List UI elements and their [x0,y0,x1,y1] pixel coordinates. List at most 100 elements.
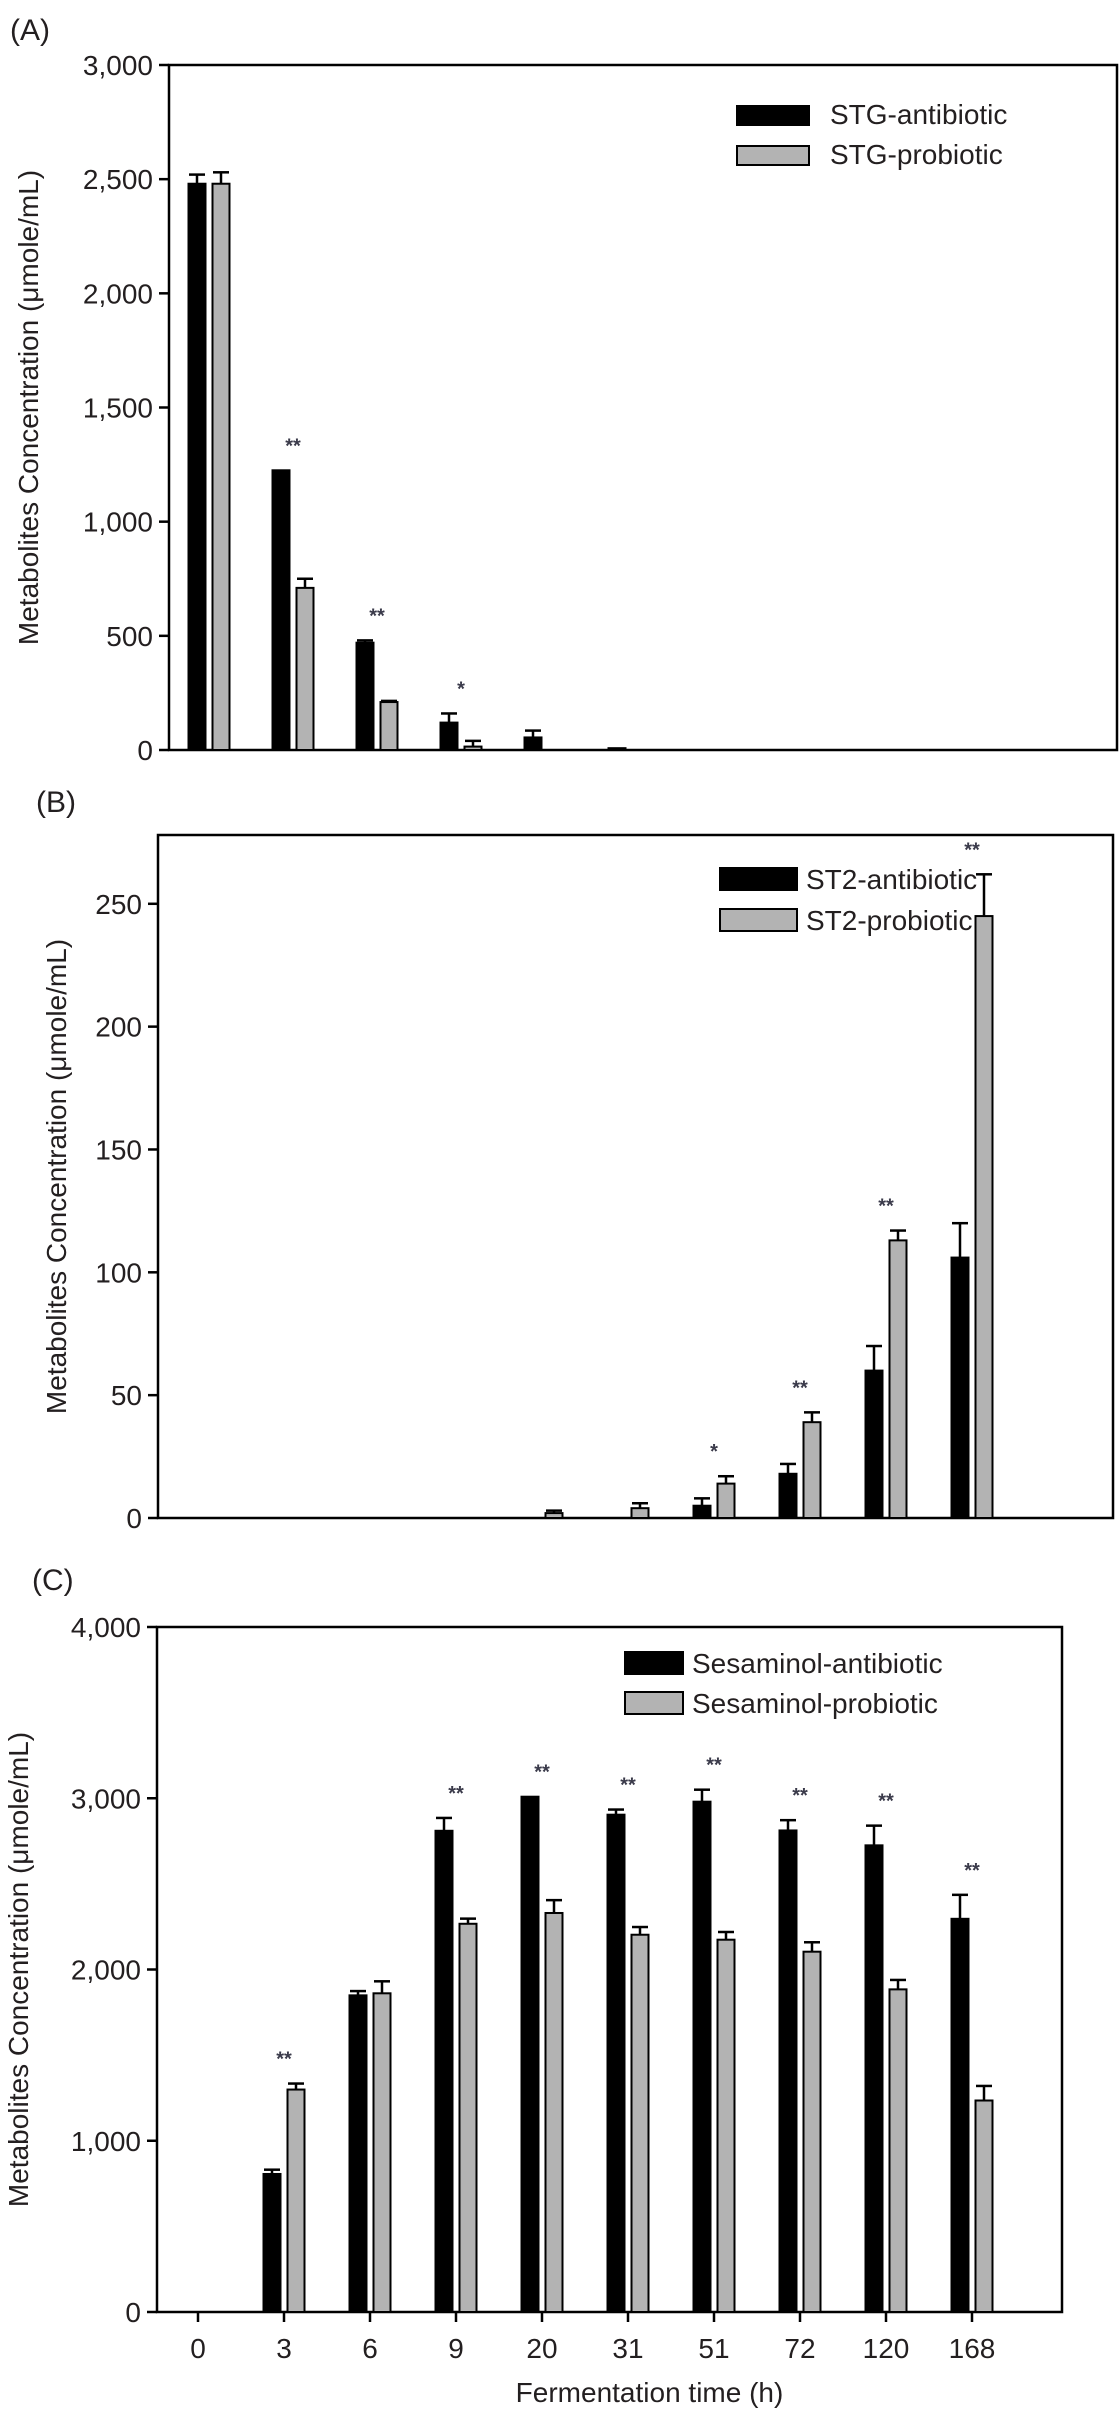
legend-swatch-antibiotic [736,105,810,126]
legend: ST2-antibiotic ST2-probiotic [719,864,977,936]
bar-probiotic [463,745,483,752]
bar-probiotic [888,1239,908,1519]
significance-marker: ** [792,1377,808,1399]
legend-label-probiotic: Sesaminol-probiotic [692,1688,938,1719]
significance-marker: ** [448,1783,464,1805]
significance-marker: ** [964,1860,980,1882]
bar-antibiotic [778,1472,798,1519]
panel-c-chart: (C) 0 1,000 2,000 3,000 4,000 Metabolites Conc… [3,1564,1064,2408]
y-tick-label: 50 [111,1380,142,1411]
significance-marker: ** [620,1775,636,1797]
panel-a-chart: (A) 0 500 1,000 1,500 2,000 2,500 3,000 Metaboli… [10,14,1119,766]
bar-antibiotic [439,721,459,751]
legend-swatch-probiotic [624,1691,684,1715]
significance-marker: ** [706,1755,722,1777]
bar-antibiotic [950,1256,970,1520]
legend-swatch-probiotic [719,908,798,932]
y-tick-label: 1,000 [83,507,153,538]
x-axis-title: Fermentation time (h) [516,2377,784,2408]
bar-antibiotic [864,1369,884,1520]
y-tick-label: 200 [95,1012,142,1043]
y-tick-label: 250 [95,889,142,920]
x-tick-label: 0 [190,2333,206,2364]
bar-probiotic [458,1922,478,2313]
legend-label-antibiotic: ST2-antibiotic [806,864,977,895]
bar-antibiotic [950,1917,970,2314]
panel-label: (A) [10,14,50,47]
legend-swatch-antibiotic [719,867,798,891]
significance-marker: ** [276,2049,292,2071]
bar-probiotic [372,1992,392,2313]
y-tick-label: 500 [106,621,153,652]
bar-antibiotic [864,1844,884,2313]
bar-antibiotic [692,1800,712,2314]
bar-probiotic [802,1950,822,2313]
bar-antibiotic [271,469,291,751]
panel-b-chart: (B) 0 50 100 150 200 250 Metabolites Concentrat… [36,786,1115,1534]
bar-antibiotic [523,736,543,751]
bar-probiotic [630,1933,650,2313]
bar-antibiotic [606,1813,626,2313]
significance-marker: ** [792,1785,808,1807]
y-axis-title: Metabolites Concentration (μmole/mL) [41,939,72,1414]
legend: STG-antibiotic STG-probiotic [736,99,1007,170]
significance-marker: ** [369,605,385,627]
y-axis-title: Metabolites Concentration (μmole/mL) [3,1732,34,2207]
legend-swatch-probiotic [736,145,810,166]
x-tick-label: 9 [448,2333,464,2364]
plot-frame [156,833,1115,1520]
bar-probiotic [211,182,231,751]
y-tick-label: 1,000 [71,2126,141,2157]
bar-probiotic [295,586,315,752]
x-tick-label: 31 [612,2333,643,2364]
bar-antibiotic [607,747,627,752]
bar-antibiotic [778,1829,798,2313]
legend-label-antibiotic: Sesaminol-antibiotic [692,1648,943,1679]
significance-marker: ** [285,435,301,457]
significance-marker: ** [878,1196,894,1218]
x-tick-label: 6 [362,2333,378,2364]
y-tick-label: 1,500 [83,393,153,424]
x-tick-label: 51 [698,2333,729,2364]
significance-marker: ** [964,839,980,861]
legend: Sesaminol-antibiotic Sesaminol-probiotic [624,1648,943,1719]
bar-antibiotic [692,1504,712,1519]
bar-antibiotic [187,182,207,751]
significance-marker: * [710,1441,718,1463]
y-tick-label: 4,000 [71,1612,141,1643]
x-tick-label: 20 [526,2333,557,2364]
y-tick-label: 2,000 [71,1955,141,1986]
bar-probiotic [802,1421,822,1520]
bar-probiotic [716,1482,736,1520]
y-tick-label: 100 [95,1257,142,1288]
significance-marker: ** [534,1762,550,1784]
y-tick-label: 150 [95,1134,142,1165]
bar-probiotic [379,701,399,751]
bar-antibiotic [262,2172,282,2313]
panel-label: (C) [32,1564,74,1597]
legend-swatch-antibiotic [624,1651,684,1675]
bar-probiotic [974,915,994,1519]
bar-antibiotic [520,1795,540,2313]
x-tick-label: 168 [949,2333,996,2364]
y-tick-label: 0 [137,735,153,766]
y-tick-label: 3,000 [71,1783,141,1814]
panel-label: (B) [36,786,76,819]
y-axis-title: Metabolites Concentration (μmole/mL) [13,170,44,645]
y-tick-label: 3,000 [83,50,153,81]
bar-antibiotic [434,1829,454,2313]
legend-label-probiotic: STG-probiotic [830,139,1003,170]
y-tick-label: 0 [125,2297,141,2328]
bar-probiotic [630,1507,650,1519]
legend-label-antibiotic: STG-antibiotic [830,99,1007,130]
y-tick-label: 2,500 [83,164,153,195]
bar-probiotic [286,2088,306,2313]
bar-probiotic [974,2099,994,2314]
significance-marker: * [457,678,465,700]
bar-antibiotic [348,1994,368,2313]
bar-antibiotic [355,641,375,752]
bar-probiotic [544,1512,564,1519]
x-tick-label: 72 [784,2333,815,2364]
y-tick-label: 2,000 [83,278,153,309]
